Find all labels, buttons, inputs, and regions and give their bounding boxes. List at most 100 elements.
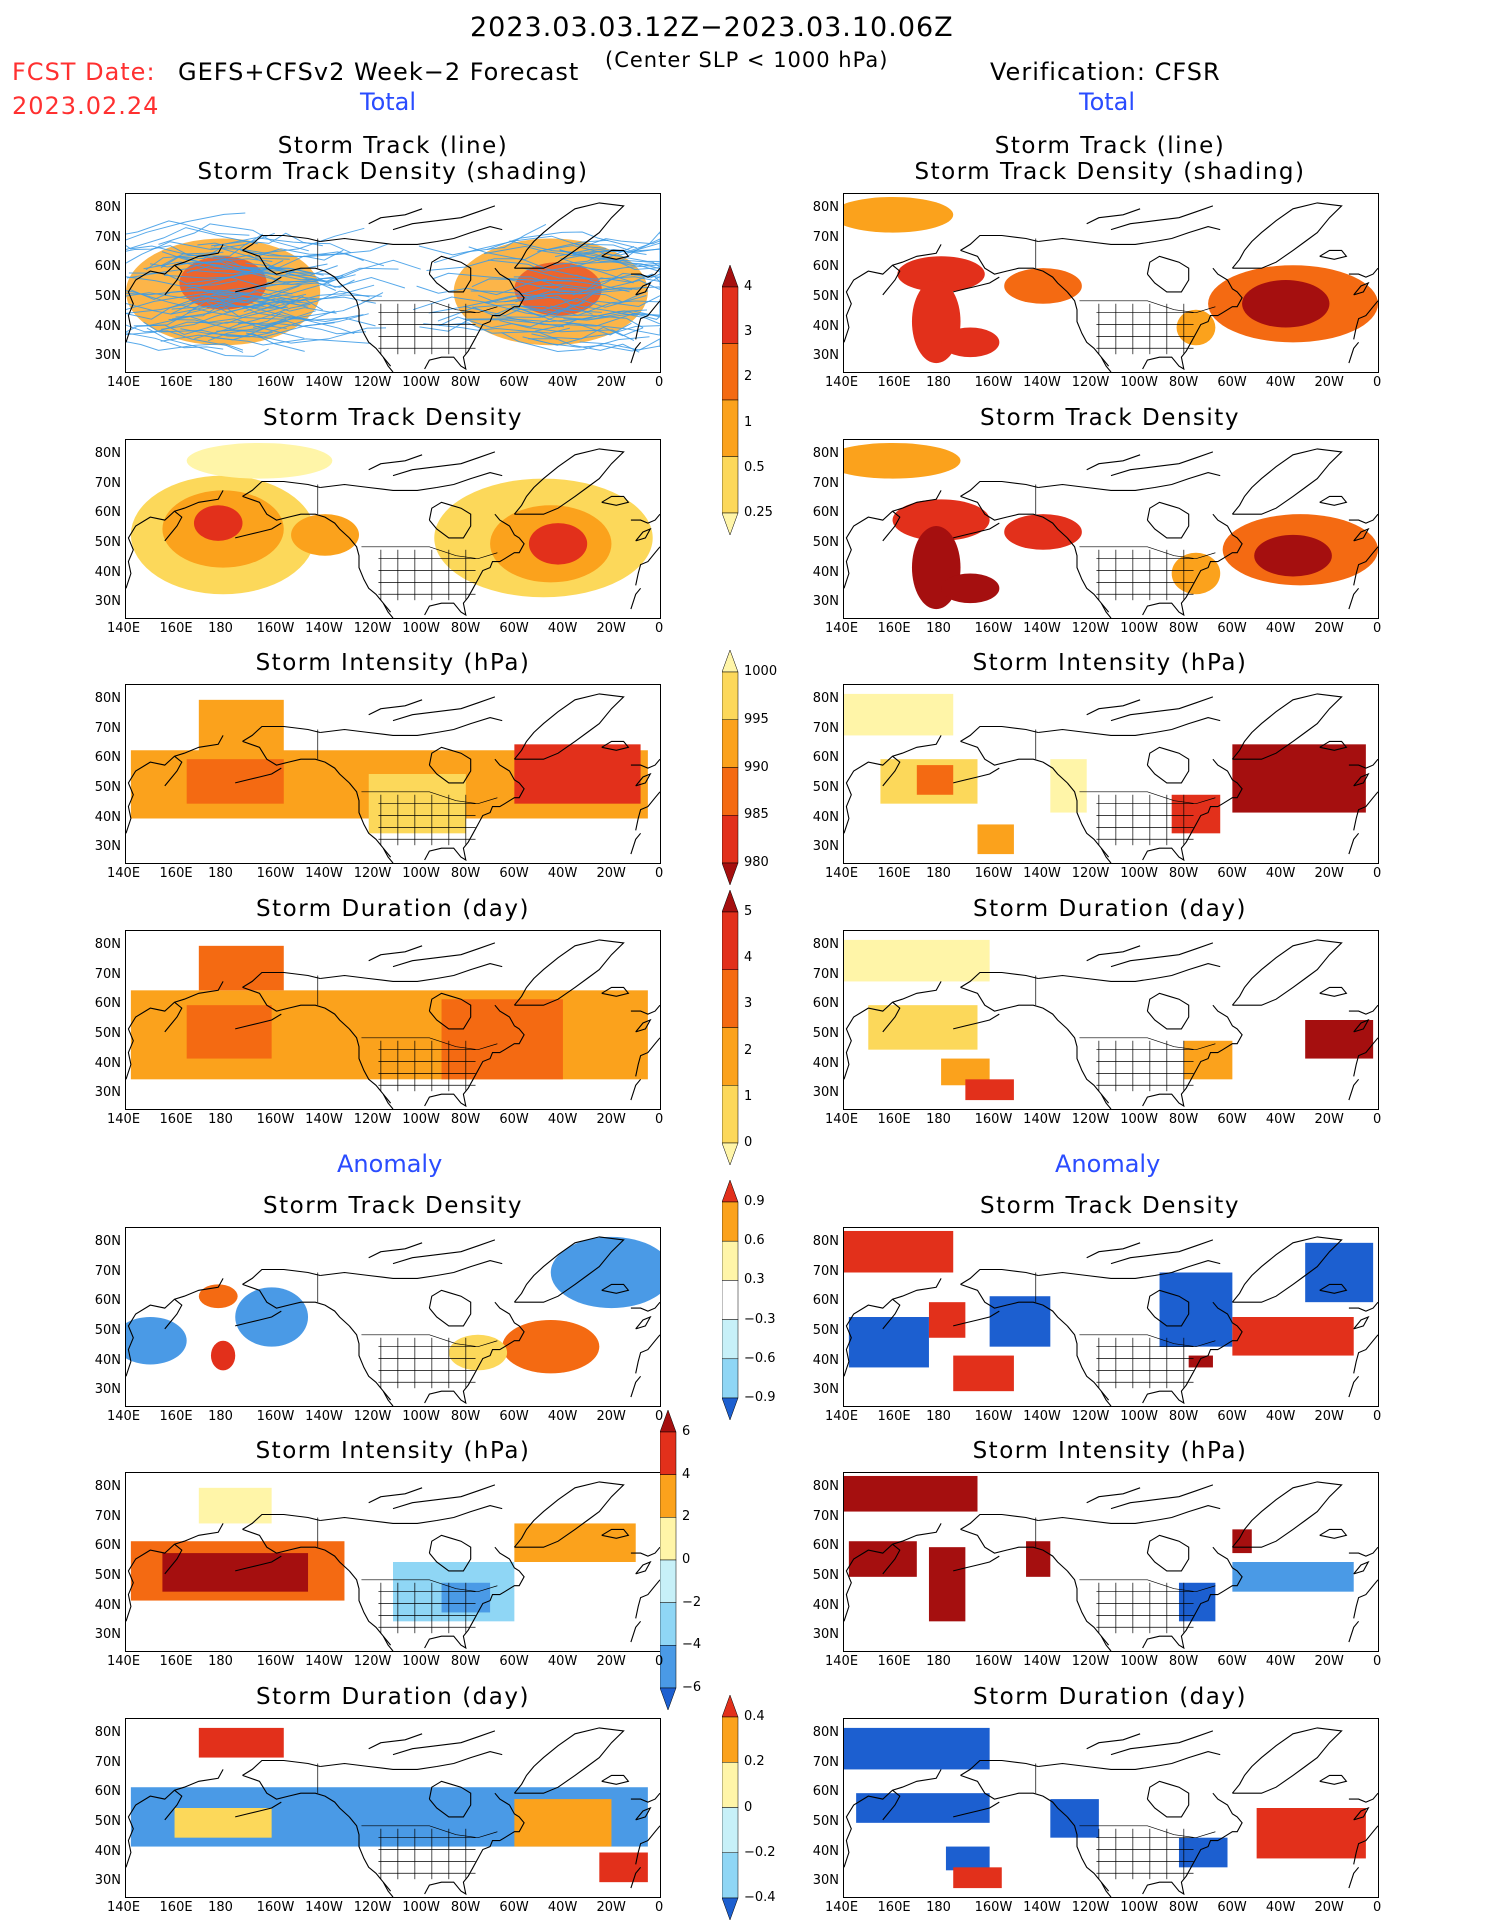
map-canvas [844,442,1378,618]
lon-tick-label: 160W [256,866,295,881]
density-blob [514,262,602,316]
coastline-layer [126,1236,660,1406]
lat-tick-label: 80N [94,1478,121,1494]
lon-tick-label: 140E [107,375,141,390]
lat-tick-label: 60N [94,259,121,275]
lat-tick-label: 30N [812,1873,839,1889]
lon-tick-label: 20W [1314,375,1344,390]
lon-tick-label: 100W [1120,621,1158,636]
colorbar-tick-label: 2 [682,1509,691,1525]
lat-tick-label: 40N [812,1352,839,1368]
title-intensity-anom-right: Storm Intensity (hPa) [972,1438,1248,1464]
lon-tick-label: 160W [974,1112,1013,1127]
grid-cell-block [844,1727,990,1770]
lon-tick-label: 160E [159,1112,193,1127]
lon-tick-label: 100W [1120,375,1158,390]
lon-tick-label: 140W [1023,1654,1061,1669]
colorbar-tick-label: 1000 [744,664,778,679]
colorbar-swatch [722,1695,739,1718]
border-layer [317,484,498,601]
lon-tick-label: 180 [926,866,951,881]
lat-tick-label: 80N [94,199,121,215]
density-blob [1004,268,1082,304]
map-canvas [844,1475,1378,1651]
lon-tick-label: 160E [877,1654,911,1669]
map-intensity-anomaly-verification [843,1472,1379,1652]
lon-tick-label: 140W [1023,866,1061,881]
lon-tick-label: 80W [1168,1112,1199,1127]
lat-tick-label: 30N [94,1085,121,1101]
colorbar-tick-label: 4 [744,279,753,294]
colorbar-tick-label: 2 [744,369,753,385]
lat-tick-label: 30N [94,348,121,364]
lat-tick-label: 80N [812,936,839,952]
colorbar-swatch [722,1027,739,1086]
colorbar-swatch [660,1687,677,1710]
coastline-layer [126,448,660,618]
colorbar-tick-label: 980 [744,855,769,870]
lon-tick-label: 140E [825,375,859,390]
colorbar-tick-label: 1 [744,414,753,430]
lon-tick-label: 160E [159,375,193,390]
title-track-shading-left: Storm Track Density (shading) [197,159,589,185]
density-blob [1254,534,1332,577]
lon-tick-label: 100W [1120,866,1158,881]
border-layer [1035,238,1216,355]
grid-cell-block [1050,1799,1099,1838]
lat-tick-label: 80N [812,690,839,706]
coastline-layer [844,202,1378,372]
lat-tick-label: 60N [812,750,839,766]
colorbar-swatch [722,1201,739,1242]
colorbar-tick-label: 985 [744,807,769,823]
colorbar-swatch [722,1319,739,1360]
map-track-forecast [125,193,661,373]
title-density-anom-left: Storm Track Density [263,1193,523,1219]
border-layer [317,729,498,846]
fcst-date-value: 2023.02.24 [12,92,160,120]
coastline-layer [126,693,660,863]
lon-tick-label: 160E [159,1654,193,1669]
colorbar-swatch [660,1431,677,1475]
grid-cell-block [1050,759,1087,813]
grid-cell-block [844,1230,954,1273]
grid-cell-block [844,939,990,982]
lon-tick-label: 160E [877,375,911,390]
lon-tick-label: 100W [402,621,440,636]
lat-tick-label: 50N [812,534,839,550]
lon-tick-label: 160W [974,866,1013,881]
lon-tick-label: 80W [450,1112,481,1127]
lon-tick-label: 120W [1071,1654,1110,1669]
grid-cell-block [848,1317,929,1368]
colorbar-tick-label: −0.4 [744,1890,776,1905]
lon-tick-label: 140E [825,1409,859,1424]
colorbar-swatch [722,862,739,885]
colorbar-swatch [722,969,739,1028]
colorbar-tick-label: −2 [682,1594,702,1610]
lat-tick-label: 70N [812,229,839,245]
lat-tick-label: 70N [94,1754,121,1770]
lon-tick-label: 100W [1120,1112,1158,1127]
colorbar-swatch [722,911,739,970]
map-canvas [126,939,660,1109]
grid-cell-block [844,693,954,736]
grid-cell-block [965,1079,1014,1101]
lat-tick-label: 60N [94,1293,121,1309]
lat-tick-label: 40N [94,564,121,580]
lon-tick-label: 20W [596,1112,626,1127]
title-track-line-right: Storm Track (line) [994,133,1226,159]
lat-tick-label: 80N [94,445,121,461]
lat-tick-label: 40N [812,318,839,334]
grid-cell-block [514,1799,612,1847]
map-canvas [844,693,1378,863]
lon-tick-label: 40W [1265,1900,1296,1915]
lat-tick-label: 60N [812,259,839,275]
colorbar-swatch [722,1280,739,1320]
coastline-layer [126,202,660,372]
lon-tick-label: 60W [1217,866,1247,881]
lon-tick-label: 0 [1373,1112,1382,1127]
lon-tick-label: 100W [402,1900,440,1915]
lon-tick-label: 60W [499,1112,529,1127]
lon-tick-label: 0 [1373,1409,1382,1424]
section-anomaly-right: Anomaly [1055,1150,1161,1178]
section-total-right: Total [1079,88,1136,116]
